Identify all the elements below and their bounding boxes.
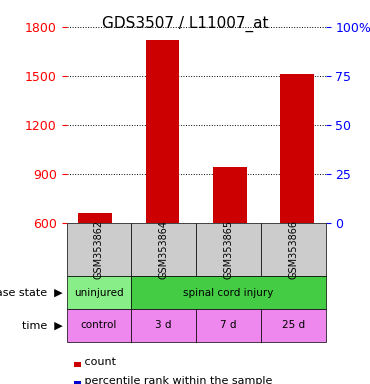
Text: 7 d: 7 d xyxy=(220,320,237,331)
Text: time  ▶: time ▶ xyxy=(22,320,63,331)
Text: 3 d: 3 d xyxy=(155,320,172,331)
Bar xyxy=(146,40,179,223)
Text: spinal cord injury: spinal cord injury xyxy=(183,288,274,298)
Text: GSM353866: GSM353866 xyxy=(288,220,298,279)
Bar xyxy=(78,213,112,223)
Text: control: control xyxy=(81,320,117,331)
Bar xyxy=(213,167,246,223)
Text: percentile rank within the sample: percentile rank within the sample xyxy=(74,376,272,384)
Text: disease state  ▶: disease state ▶ xyxy=(0,288,63,298)
Text: count: count xyxy=(74,357,116,367)
Text: GSM353862: GSM353862 xyxy=(94,220,104,279)
Bar xyxy=(280,74,314,223)
Text: uninjured: uninjured xyxy=(74,288,124,298)
Text: GSM353864: GSM353864 xyxy=(159,220,169,279)
Text: 25 d: 25 d xyxy=(282,320,305,331)
Text: GDS3507 / L11007_at: GDS3507 / L11007_at xyxy=(102,15,268,31)
Text: GSM353865: GSM353865 xyxy=(223,220,233,279)
